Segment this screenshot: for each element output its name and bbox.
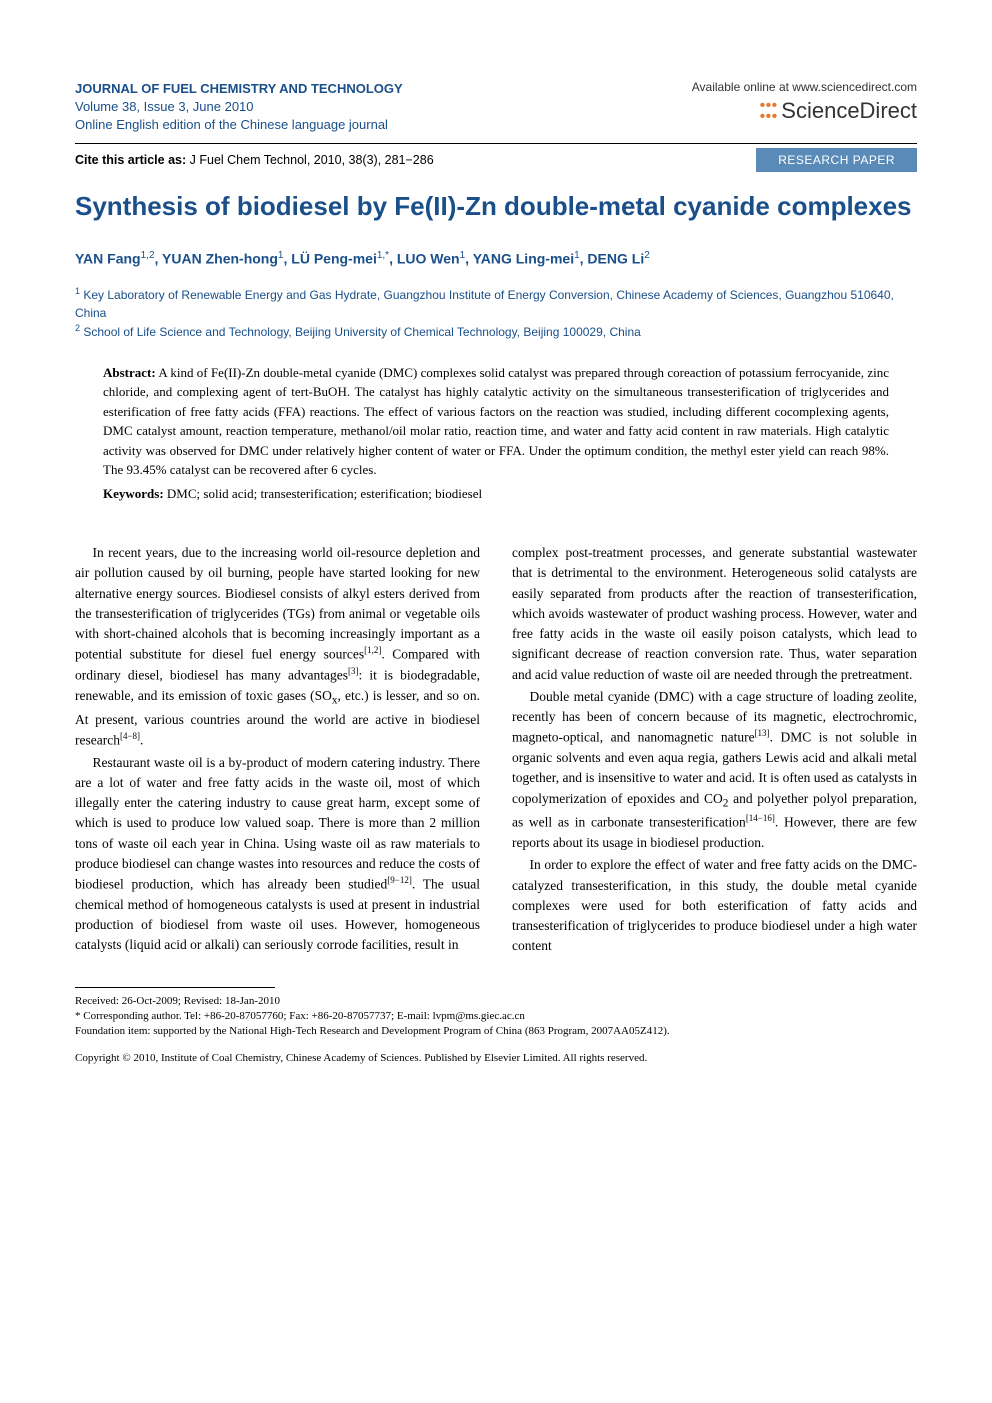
keywords-text: DMC; solid acid; transesterification; es… xyxy=(164,486,482,501)
sciencedirect-text: ScienceDirect xyxy=(781,98,917,124)
sciencedirect-icon: • • •• • • xyxy=(760,100,776,122)
affiliation-2: 2 School of Life Science and Technology,… xyxy=(75,322,917,341)
citation-text: Cite this article as: J Fuel Chem Techno… xyxy=(75,153,434,167)
authors-line: YAN Fang1,2, YUAN Zhen-hong1, LÜ Peng-me… xyxy=(75,250,917,267)
citation-body: J Fuel Chem Technol, 2010, 38(3), 281−28… xyxy=(186,153,434,167)
header-divider xyxy=(75,143,917,144)
footnotes: Received: 26-Oct-2009; Revised: 18-Jan-2… xyxy=(75,994,917,1040)
body-para: complex post-treatment processes, and ge… xyxy=(512,543,917,685)
research-paper-badge: RESEARCH PAPER xyxy=(756,148,917,172)
sciencedirect-block: Available online at www.sciencedirect.co… xyxy=(692,80,917,124)
journal-edition: Online English edition of the Chinese la… xyxy=(75,116,403,134)
right-column: complex post-treatment processes, and ge… xyxy=(512,543,917,958)
body-columns: In recent years, due to the increasing w… xyxy=(75,543,917,958)
body-para: Restaurant waste oil is a by-product of … xyxy=(75,753,480,956)
abstract-block: Abstract: A kind of Fe(II)-Zn double-met… xyxy=(75,363,917,504)
affiliation-1: 1 Key Laboratory of Renewable Energy and… xyxy=(75,285,917,322)
keywords-line: Keywords: DMC; solid acid; transesterifi… xyxy=(103,484,889,504)
journal-volume: Volume 38, Issue 3, June 2010 xyxy=(75,98,403,116)
available-online-text: Available online at www.sciencedirect.co… xyxy=(692,80,917,94)
body-para: Double metal cyanide (DMC) with a cage s… xyxy=(512,687,917,853)
article-title: Synthesis of biodiesel by Fe(II)-Zn doub… xyxy=(75,190,917,223)
page-header: JOURNAL OF FUEL CHEMISTRY AND TECHNOLOGY… xyxy=(75,80,917,135)
journal-info: JOURNAL OF FUEL CHEMISTRY AND TECHNOLOGY… xyxy=(75,80,403,135)
copyright-line: Copyright © 2010, Institute of Coal Chem… xyxy=(75,1052,917,1064)
left-column: In recent years, due to the increasing w… xyxy=(75,543,480,958)
footnote-divider xyxy=(75,987,275,988)
citation-row: Cite this article as: J Fuel Chem Techno… xyxy=(75,148,917,172)
body-para: In order to explore the effect of water … xyxy=(512,855,917,956)
keywords-label: Keywords: xyxy=(103,486,164,501)
abstract-label: Abstract: xyxy=(103,365,156,380)
affiliations: 1 Key Laboratory of Renewable Energy and… xyxy=(75,285,917,341)
foundation-item: Foundation item: supported by the Nation… xyxy=(75,1024,917,1039)
journal-name: JOURNAL OF FUEL CHEMISTRY AND TECHNOLOGY xyxy=(75,80,403,98)
body-para: In recent years, due to the increasing w… xyxy=(75,543,480,750)
abstract-body: A kind of Fe(II)-Zn double-metal cyanide… xyxy=(103,365,889,478)
sciencedirect-logo: • • •• • • ScienceDirect xyxy=(692,98,917,124)
corresponding-author: * Corresponding author. Tel: +86-20-8705… xyxy=(75,1009,917,1024)
citation-prefix: Cite this article as: xyxy=(75,153,186,167)
abstract-text: Abstract: A kind of Fe(II)-Zn double-met… xyxy=(103,363,889,480)
received-line: Received: 26-Oct-2009; Revised: 18-Jan-2… xyxy=(75,994,917,1009)
